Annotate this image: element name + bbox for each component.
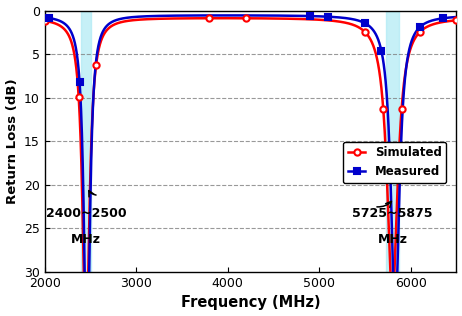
Legend: Simulated, Measured: Simulated, Measured xyxy=(343,142,446,183)
X-axis label: Frequency (MHz): Frequency (MHz) xyxy=(181,295,321,310)
Text: MHz: MHz xyxy=(71,233,101,246)
Text: 2400~2500: 2400~2500 xyxy=(46,207,126,220)
Bar xyxy=(386,10,399,272)
Text: MHz: MHz xyxy=(377,233,407,246)
Y-axis label: Return Loss (dB): Return Loss (dB) xyxy=(6,78,18,204)
Bar xyxy=(81,10,91,272)
Text: 5725~5875: 5725~5875 xyxy=(352,207,433,220)
